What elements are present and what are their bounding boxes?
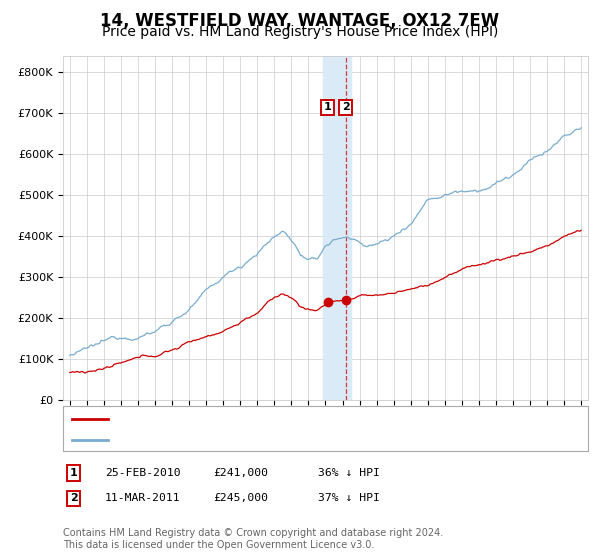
Text: 1: 1 [70, 468, 77, 478]
Text: 11-MAR-2011: 11-MAR-2011 [105, 493, 181, 503]
Text: Contains HM Land Registry data © Crown copyright and database right 2024.: Contains HM Land Registry data © Crown c… [63, 528, 443, 538]
Text: 36% ↓ HPI: 36% ↓ HPI [318, 468, 380, 478]
Text: £245,000: £245,000 [213, 493, 268, 503]
Text: £241,000: £241,000 [213, 468, 268, 478]
Text: 1: 1 [324, 102, 332, 112]
Text: 14, WESTFIELD WAY, WANTAGE, OX12 7EW: 14, WESTFIELD WAY, WANTAGE, OX12 7EW [100, 12, 500, 30]
Text: 14, WESTFIELD WAY, WANTAGE, OX12 7EW (detached house): 14, WESTFIELD WAY, WANTAGE, OX12 7EW (de… [115, 412, 476, 425]
Text: 2: 2 [342, 102, 350, 112]
Text: 37% ↓ HPI: 37% ↓ HPI [318, 493, 380, 503]
Bar [323, 56, 351, 400]
Text: HPI: Average price, detached house, Vale of White Horse: HPI: Average price, detached house, Vale… [115, 433, 450, 446]
Text: 25-FEB-2010: 25-FEB-2010 [105, 468, 181, 478]
Text: Price paid vs. HM Land Registry's House Price Index (HPI): Price paid vs. HM Land Registry's House … [102, 25, 498, 39]
Text: 2: 2 [70, 493, 77, 503]
Text: This data is licensed under the Open Government Licence v3.0.: This data is licensed under the Open Gov… [63, 540, 374, 550]
